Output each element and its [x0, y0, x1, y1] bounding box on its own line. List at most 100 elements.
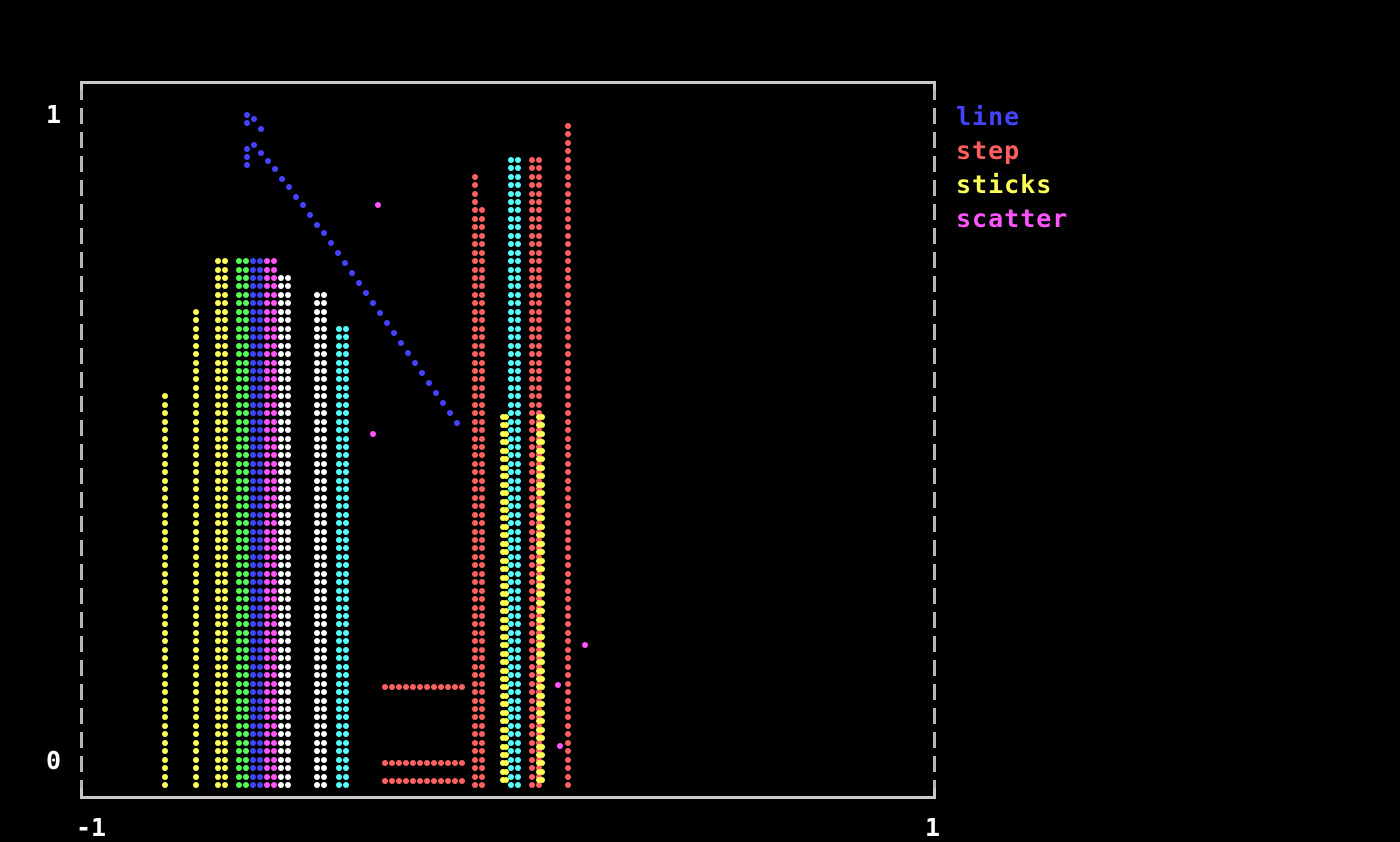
- data-dot: [250, 291, 256, 298]
- data-dot: [264, 317, 270, 324]
- data-dot: [257, 570, 263, 577]
- data-dot: [236, 680, 242, 687]
- data-dot: [285, 748, 291, 755]
- data-dot: [162, 435, 168, 442]
- data-dot: [479, 291, 485, 298]
- data-dot: [264, 689, 270, 696]
- data-dot: [278, 367, 284, 374]
- data-dot: [343, 486, 349, 493]
- data-dot: [314, 621, 320, 628]
- data-dot: [251, 116, 257, 122]
- data-dot: [285, 334, 291, 341]
- data-dot: [236, 351, 242, 358]
- data-dot: [222, 418, 228, 425]
- data-dot: [236, 418, 242, 425]
- data-dot: [536, 714, 542, 721]
- data-dot: [321, 689, 327, 696]
- data-dot: [243, 300, 249, 307]
- data-dot: [285, 410, 291, 417]
- data-dot: [431, 778, 437, 784]
- data-dot: [503, 422, 509, 429]
- data-dot: [529, 283, 535, 290]
- data-dot: [536, 351, 542, 358]
- data-dot: [565, 613, 571, 619]
- data-dot: [472, 739, 478, 746]
- data-dot: [215, 697, 221, 704]
- data-dot: [257, 460, 263, 467]
- data-dot: [529, 401, 535, 408]
- data-dot: [336, 731, 342, 738]
- data-dot: [343, 579, 349, 586]
- data-dot: [445, 778, 451, 784]
- data-dot: [162, 638, 168, 645]
- data-dot: [536, 604, 542, 611]
- data-dot: [236, 689, 242, 696]
- data-dot: [222, 629, 228, 636]
- data-dot: [536, 663, 542, 670]
- data-dot: [529, 553, 535, 560]
- data-dot: [515, 291, 521, 298]
- data-dot: [162, 739, 168, 746]
- data-dot: [529, 773, 535, 780]
- data-dot: [257, 258, 263, 265]
- data-dot: [508, 722, 514, 729]
- data-dot: [321, 680, 327, 687]
- data-dot: [264, 308, 270, 315]
- data-dot: [536, 444, 542, 450]
- data-dot: [271, 291, 277, 298]
- plot-frame-left: [80, 84, 83, 796]
- data-dot: [529, 418, 535, 425]
- data-dot: [285, 477, 291, 484]
- data-dot: [278, 486, 284, 493]
- data-dot: [472, 173, 478, 180]
- data-dot: [222, 553, 228, 560]
- data-dot: [264, 613, 270, 619]
- data-dot: [257, 731, 263, 738]
- data-dot: [215, 308, 221, 315]
- data-dot: [162, 469, 168, 476]
- data-dot: [222, 427, 228, 434]
- data-dot: [222, 663, 228, 670]
- data-dot: [336, 452, 342, 459]
- data-dot: [536, 477, 542, 484]
- data-dot: [336, 401, 342, 408]
- data-dot: [162, 562, 168, 569]
- data-dot: [343, 503, 349, 510]
- data-dot: [503, 625, 509, 632]
- data-dot: [257, 553, 263, 560]
- data-dot: [193, 722, 199, 729]
- data-dot: [529, 689, 535, 696]
- data-dot: [264, 562, 270, 569]
- data-dot: [250, 663, 256, 670]
- data-dot: [264, 579, 270, 586]
- data-dot: [445, 760, 451, 766]
- data-dot: [321, 528, 327, 535]
- data-dot: [503, 540, 509, 547]
- data-dot: [479, 545, 485, 552]
- data-dot: [336, 629, 342, 636]
- data-dot: [529, 739, 535, 746]
- data-dot: [285, 460, 291, 467]
- data-dot: [336, 756, 342, 763]
- data-dot: [529, 241, 535, 248]
- data-dot: [236, 604, 242, 611]
- data-dot: [243, 325, 249, 332]
- data-dot: [243, 283, 249, 290]
- data-dot: [539, 659, 545, 666]
- data-dot: [278, 722, 284, 729]
- data-dot: [193, 359, 199, 366]
- data-dot: [479, 207, 485, 214]
- data-dot: [539, 523, 545, 530]
- data-dot: [271, 621, 277, 628]
- data-dot: [479, 444, 485, 450]
- data-dot: [250, 283, 256, 290]
- data-dot: [257, 376, 263, 383]
- data-dot: [314, 291, 320, 298]
- data-dot: [503, 566, 509, 573]
- data-dot: [472, 536, 478, 543]
- data-dot: [479, 427, 485, 434]
- data-dot: [503, 701, 509, 708]
- data-dot: [515, 469, 521, 476]
- data-dot: [508, 570, 514, 577]
- data-dot: [236, 765, 242, 772]
